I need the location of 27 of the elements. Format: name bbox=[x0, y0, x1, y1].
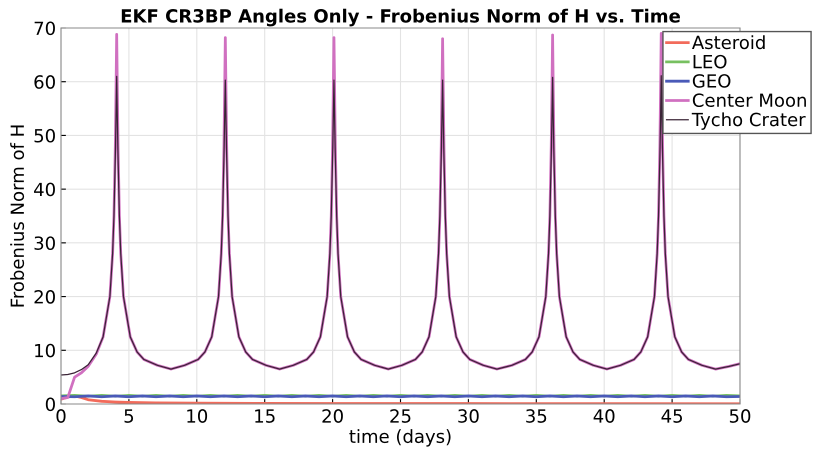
x-tick-label: 35 bbox=[526, 409, 546, 423]
x-tick-label: 30 bbox=[458, 409, 479, 423]
legend-label: LEO bbox=[694, 54, 727, 68]
legend-label: Tycho Crater bbox=[692, 112, 806, 130]
legend-label: Center Moon bbox=[692, 93, 806, 108]
y-axis-title: Frobenius Norm of H bbox=[10, 126, 24, 306]
y-tick-label: 40 bbox=[34, 182, 55, 196]
legend-label: Asteroid bbox=[692, 35, 765, 50]
x-tick-label: 40 bbox=[594, 409, 614, 423]
x-axis-title: time (days) bbox=[349, 429, 451, 447]
y-tick-label: 70 bbox=[34, 21, 55, 36]
y-tick-label: 30 bbox=[34, 236, 55, 250]
y-tick-label: 10 bbox=[35, 344, 55, 358]
x-tick-label: 10 bbox=[187, 409, 208, 423]
y-tick-label: 60 bbox=[34, 75, 55, 89]
x-tick-label: 25 bbox=[390, 409, 410, 423]
x-tick-label: 0 bbox=[56, 409, 66, 423]
x-tick-label: 50 bbox=[730, 409, 750, 423]
y-tick-label: 50 bbox=[34, 128, 55, 143]
legend-label: GEO bbox=[692, 74, 730, 88]
x-tick-label: 45 bbox=[661, 409, 682, 423]
x-tick-label: 20 bbox=[322, 409, 343, 423]
x-tick-label: 15 bbox=[255, 409, 275, 423]
x-tick-label: 5 bbox=[124, 409, 134, 423]
y-tick-label: 0 bbox=[46, 397, 55, 412]
y-tick-label: 20 bbox=[34, 290, 55, 304]
chart-title: EKF CR3BP Angles Only - Frobenius Norm of H vs. Time bbox=[122, 8, 680, 26]
